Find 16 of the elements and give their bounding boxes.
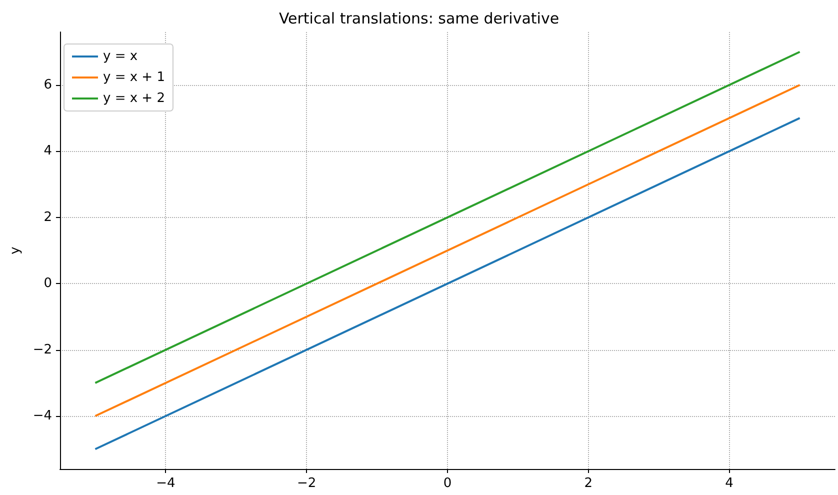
x-tick-label: 4: [725, 476, 734, 491]
y-tick-label: 0: [44, 276, 52, 292]
x-tick-label: −2: [297, 476, 316, 491]
legend-label: y = x: [103, 49, 138, 64]
y-tick-label: 4: [44, 144, 52, 159]
y-axis-title: y: [8, 246, 23, 254]
y-tick-label: 6: [44, 77, 52, 92]
legend-label: y = x + 2: [103, 91, 165, 106]
x-tick-label: −4: [156, 476, 176, 491]
x-tick-label: 0: [443, 476, 452, 491]
legend-label: y = x + 1: [103, 70, 165, 85]
chart-title: Vertical translations: same derivative: [278, 10, 560, 28]
y-tick-label: −2: [32, 342, 52, 358]
y-tick-label: −4: [32, 408, 52, 424]
x-tick-label: 2: [584, 476, 593, 491]
y-tick-label: 2: [44, 210, 52, 225]
